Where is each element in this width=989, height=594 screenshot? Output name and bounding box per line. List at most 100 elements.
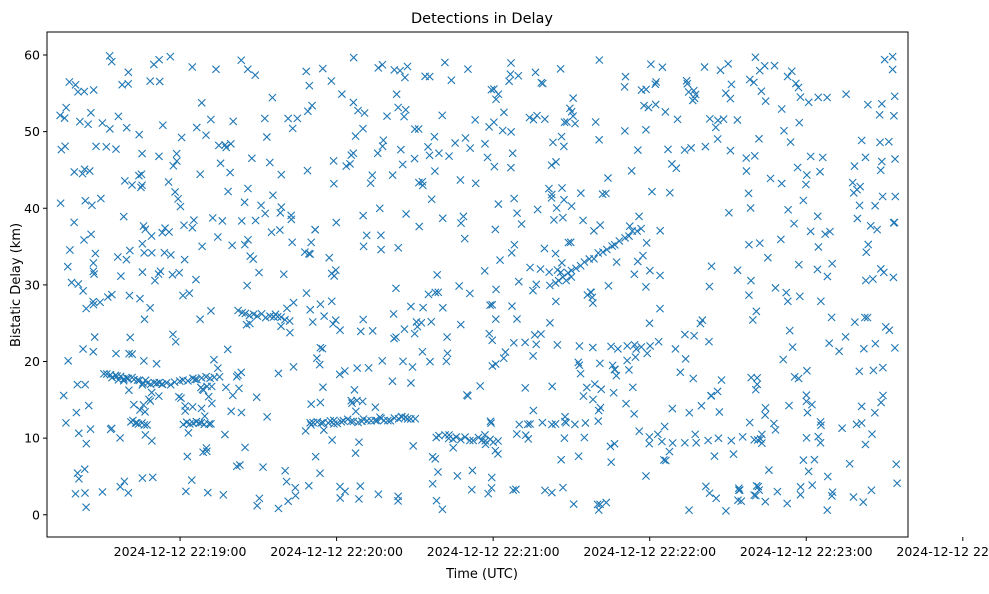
detection-point [81,380,90,389]
detection-point [139,356,148,365]
detection-point [633,227,642,236]
detection-point [438,303,447,312]
detection-point [540,244,549,253]
detection-point [588,343,597,352]
detection-point [570,420,579,429]
detection-point [330,271,339,280]
detection-point [221,140,230,149]
detection-point [771,283,780,292]
detection-point [548,382,557,391]
detection-point [85,167,94,176]
detection-point [460,234,469,243]
detection-point [274,504,283,513]
detection-point [877,157,886,166]
detection-point [849,493,858,502]
detection-point [394,492,403,501]
detection-point [383,416,392,425]
detection-point [492,95,501,104]
detection-point [575,361,584,370]
detection-point [486,301,495,310]
detection-point [642,85,651,94]
detection-point [556,64,565,73]
detection-point [140,315,149,324]
detection-point [608,361,617,370]
detection-point [267,228,276,237]
detection-point [456,435,465,444]
x-axis: 2024-12-12 22:19:00 2024-12-12 22:20:00 20… [114,537,989,559]
detection-point [771,425,780,434]
detection-point [391,284,400,293]
detection-point [566,238,575,247]
detection-point [528,286,537,295]
detection-point [281,466,290,475]
detection-point [168,270,177,279]
detection-point [260,114,269,123]
detection-point [99,369,108,378]
detection-point [336,494,345,503]
detection-point [705,282,714,291]
detection-point [705,114,714,123]
detection-point [748,316,757,325]
detection-point [341,487,350,496]
detection-point [507,302,516,311]
detection-point [724,208,733,217]
detection-point [755,239,764,248]
detection-point [828,259,837,268]
detection-point [273,312,282,321]
detection-point [487,473,496,482]
detection-point [304,249,313,258]
detection-point [82,503,91,512]
detection-point [489,438,498,447]
detection-point [91,249,100,258]
detection-point [761,411,770,420]
detection-point [727,80,736,89]
detection-point [848,178,857,187]
detection-point [251,216,260,225]
detection-point [640,101,649,110]
detection-point [463,65,472,74]
detection-point [864,240,873,249]
detection-point [331,266,340,275]
detection-point [786,138,795,147]
detection-point [485,329,494,338]
detection-point [316,343,325,352]
detection-point [776,235,785,244]
detection-point [571,119,580,128]
detection-point [536,265,545,274]
detection-point [795,118,804,127]
detection-point [853,185,861,194]
detection-point [802,391,811,400]
detection-point [601,189,610,198]
detection-point [368,326,377,335]
detection-point [656,304,665,313]
detection-point [219,490,228,499]
detection-point [532,280,541,289]
y-axis: 0 10 20 30 40 50 60 [24,47,47,522]
detection-point [507,127,516,136]
detection-point [635,427,644,436]
detection-point [871,339,880,348]
detection-point [734,484,743,493]
detection-point [234,306,243,315]
detection-point [867,486,876,495]
detection-point [447,76,456,85]
detection-point [166,250,175,259]
detection-point [284,497,293,506]
detection-point [721,89,730,98]
detection-point [347,399,356,408]
detection-point [884,137,893,146]
detection-point [647,187,656,196]
detection-point [191,375,200,384]
detection-point [624,232,633,241]
detection-point [538,79,547,88]
detection-point [857,419,866,428]
detection-point [471,115,480,124]
detection-point [553,340,562,349]
detection-point [342,162,351,171]
detection-point [514,71,523,80]
detection-point [118,80,127,89]
detection-point [300,248,309,257]
detection-point [418,347,427,356]
detection-point [403,414,412,423]
detection-point [213,233,222,241]
